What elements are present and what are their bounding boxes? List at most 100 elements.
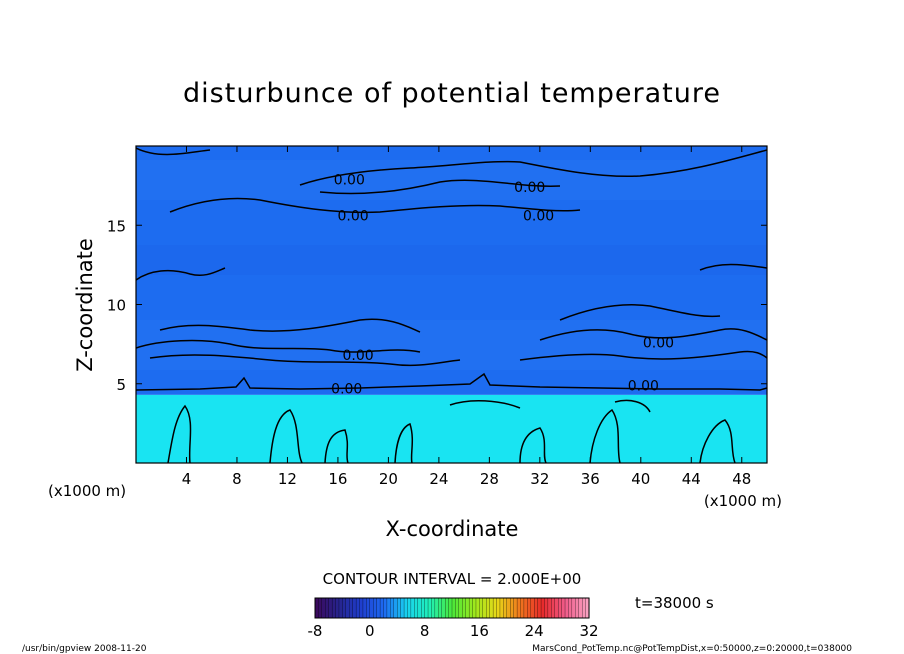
colorbar-cell bbox=[510, 597, 515, 619]
colorbar-cell bbox=[359, 597, 364, 619]
x-unit-right: (x1000 m) bbox=[704, 492, 782, 510]
x-tick-label: 16 bbox=[328, 470, 347, 488]
colorbar-cell bbox=[335, 597, 340, 619]
colorbar-tick-label: 16 bbox=[470, 622, 489, 640]
x-tick-label: 36 bbox=[581, 470, 600, 488]
x-tick-label: 4 bbox=[182, 470, 192, 488]
contour-label: 0.00 bbox=[643, 336, 674, 352]
colorbar-cell bbox=[492, 597, 498, 619]
colorbar-cell bbox=[434, 597, 439, 619]
colorbar-tick-label: 0 bbox=[365, 622, 375, 640]
colorbar-cell bbox=[383, 597, 388, 619]
colorbar-cell bbox=[403, 597, 409, 619]
colorbar-cell bbox=[400, 597, 405, 619]
x-tick-label: 12 bbox=[278, 470, 297, 488]
colorbar-cell bbox=[318, 597, 323, 619]
contour-labels: 0.00 0.00 0.00 0.00 0.00 0.00 0.00 0.00 bbox=[331, 172, 674, 397]
x-tick-label: 48 bbox=[732, 470, 751, 488]
colorbar-cell bbox=[482, 597, 487, 619]
x-tick-label: 40 bbox=[631, 470, 650, 488]
colorbar-cell bbox=[540, 597, 546, 619]
plot-area: 0.00 0.00 0.00 0.00 0.00 0.00 0.00 0.00 bbox=[136, 146, 767, 463]
colorbar-cell bbox=[410, 597, 415, 619]
colorbar-cell bbox=[373, 597, 378, 619]
contour-label: 0.00 bbox=[331, 382, 362, 398]
colorbar-cell bbox=[397, 597, 402, 619]
colorbar-cell bbox=[468, 597, 474, 619]
x-tick-label: 8 bbox=[232, 470, 242, 488]
colorbar-cell bbox=[523, 597, 528, 619]
colorbar-cell bbox=[547, 597, 552, 619]
colorbar-cell bbox=[462, 597, 467, 619]
colorbar-cell bbox=[417, 597, 422, 619]
colorbar-cell bbox=[376, 597, 381, 619]
colorbar-cell bbox=[349, 597, 354, 619]
colorbar-cell bbox=[582, 597, 587, 619]
texture-overlay bbox=[136, 160, 767, 370]
colorbar-cell bbox=[537, 597, 542, 619]
colorbar-cell bbox=[527, 597, 532, 619]
colorbar-cell bbox=[544, 597, 549, 619]
contour-label: 0.00 bbox=[343, 348, 374, 364]
colorbar-cell bbox=[465, 597, 470, 619]
colorbar-cell bbox=[496, 597, 501, 619]
colorbar-cell bbox=[369, 597, 374, 619]
colorbar-cell bbox=[472, 597, 477, 619]
colorbar-cell bbox=[503, 597, 508, 619]
colorbar-cell bbox=[455, 597, 460, 619]
colorbar-cell bbox=[314, 597, 319, 619]
contour-label: 0.00 bbox=[337, 209, 368, 225]
colorbar-cell bbox=[379, 597, 385, 619]
colorbar-cell bbox=[390, 597, 395, 619]
x-tick-label: 24 bbox=[429, 470, 448, 488]
colorbar-cell bbox=[331, 597, 337, 619]
colorbar-cell bbox=[421, 597, 426, 619]
x-tick-label: 28 bbox=[480, 470, 499, 488]
colorbar-cell bbox=[407, 597, 412, 619]
colorbar-cell bbox=[362, 597, 367, 619]
x-tick-label: 32 bbox=[530, 470, 549, 488]
colorbar-tick-label: 32 bbox=[579, 622, 598, 640]
colorbar-cell bbox=[355, 597, 361, 619]
colorbar-cell bbox=[345, 597, 350, 619]
colorbar-cell bbox=[551, 597, 556, 619]
contour-interval-label: CONTOUR INTERVAL = 2.000E+00 bbox=[323, 570, 582, 588]
x-axis-ticks: 4 8 12 16 20 24 28 32 36 40 44 48 bbox=[182, 146, 751, 488]
colorbar-cell bbox=[578, 597, 583, 619]
colorbar-cell bbox=[486, 597, 491, 619]
colorbar-cell bbox=[568, 597, 573, 619]
colorbar-cell bbox=[571, 597, 576, 619]
colorbar-tick-label: -8 bbox=[308, 622, 323, 640]
colorbar-cell bbox=[431, 597, 436, 619]
colorbar-ticks: -8 0 8 16 24 32 bbox=[308, 622, 599, 640]
heatmap-regions bbox=[136, 146, 767, 463]
colorbar-cell bbox=[325, 597, 330, 619]
contour-label: 0.00 bbox=[334, 172, 365, 188]
colorbar-cell bbox=[564, 597, 570, 619]
colorbar-cell bbox=[427, 597, 432, 619]
x-axis-label: X-coordinate bbox=[386, 517, 519, 541]
colorbar-cell bbox=[451, 597, 456, 619]
colorbar-cell bbox=[475, 597, 480, 619]
colorbar-cell bbox=[328, 597, 333, 619]
colorbar-cell bbox=[534, 597, 539, 619]
colorbar-frame bbox=[314, 597, 590, 619]
colorbar-cell bbox=[448, 597, 453, 619]
y-axis-label: Z-coordinate bbox=[73, 238, 97, 372]
x-tick-label: 20 bbox=[379, 470, 398, 488]
contour-label: 0.00 bbox=[514, 180, 545, 196]
contour-label: 0.00 bbox=[628, 378, 659, 394]
colorbar-cell bbox=[513, 597, 518, 619]
colorbar-cell bbox=[444, 597, 450, 619]
y-tick-label: 10 bbox=[107, 297, 126, 315]
colorbar-cell bbox=[516, 597, 522, 619]
footer-right: MarsCond_PotTemp.nc@PotTempDist,x=0:5000… bbox=[532, 644, 852, 654]
colorbar-cell bbox=[386, 597, 391, 619]
colorbar-tick-label: 8 bbox=[420, 622, 430, 640]
y-axis-ticks: 5 10 15 bbox=[107, 217, 767, 394]
x-tick-label: 44 bbox=[682, 470, 701, 488]
colorbar-cell bbox=[321, 597, 326, 619]
colorbar-cell bbox=[479, 597, 484, 619]
colorbar-cell bbox=[338, 597, 343, 619]
